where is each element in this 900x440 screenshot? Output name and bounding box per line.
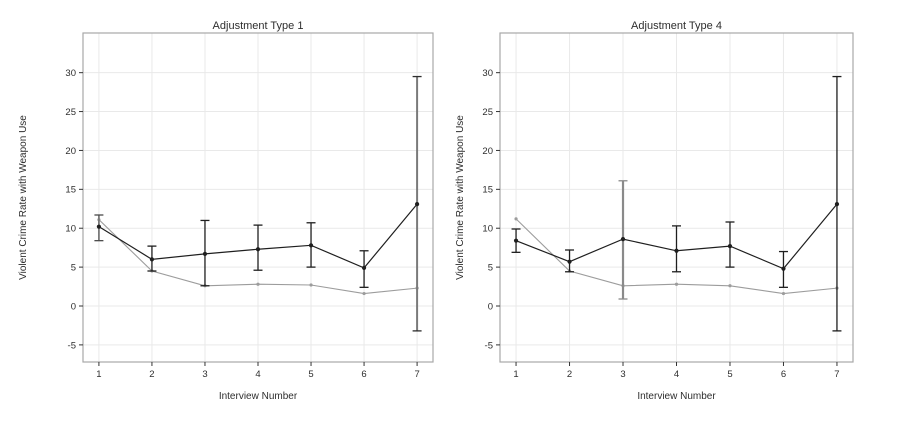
data-point-gray — [728, 284, 732, 288]
data-point-gray — [674, 282, 679, 286]
x-tick-label: 6 — [361, 369, 366, 380]
y-tick-label: 0 — [488, 301, 493, 312]
x-tick-label: 2 — [149, 369, 154, 380]
data-point-black — [149, 257, 155, 262]
data-point-black — [96, 224, 102, 229]
y-tick-label: 25 — [65, 107, 76, 118]
chart-adjustment-type-4: -5 0 5 10 15 20 25 30 1 2 3 4 5 6 7 Adjustment Type 4 In… — [450, 0, 900, 440]
data-point-gray — [362, 291, 366, 296]
chart-adjustment-type-1: -5 0 5 10 15 20 25 30 1 2 3 4 5 6 7 Adjustment Type 1 In… — [18, 20, 434, 402]
x-tick-label: 1 — [513, 369, 518, 380]
x-tick-label: 1 — [96, 369, 101, 380]
y-tick-label: 30 — [65, 68, 76, 79]
y-tick-label: 5 — [488, 263, 493, 274]
y-tick-label: 10 — [482, 224, 493, 235]
data-point-black — [567, 259, 572, 264]
y-tick-label: 0 — [71, 301, 76, 312]
data-point-black — [674, 248, 679, 253]
data-point-gray — [256, 282, 260, 286]
y-tick-label: 20 — [65, 146, 76, 157]
y-axis-label: Violent Crime Rate with Weapon Use — [455, 115, 466, 280]
data-point-black — [727, 244, 733, 249]
y-tick-label: 5 — [71, 263, 76, 274]
data-point-black — [834, 202, 840, 207]
x-tick-label: 5 — [308, 369, 313, 380]
x-tick-label: 7 — [414, 369, 419, 380]
data-point-black — [620, 237, 626, 242]
data-point-black — [308, 243, 314, 248]
y-tick-label: 30 — [482, 68, 493, 79]
y-tick-label: -5 — [68, 340, 76, 351]
x-axis-label: Interview Number — [637, 391, 716, 402]
y-tick-label: 10 — [65, 224, 76, 235]
x-tick-label: 3 — [202, 369, 207, 380]
data-point-black — [781, 266, 786, 271]
x-tick-label: 4 — [255, 369, 260, 380]
chart-canvas-1: -5 0 5 10 15 20 25 30 1 2 3 4 5 6 7 Adjustment Type 1 In… — [18, 20, 434, 402]
y-axis-label: Violent Crime Rate with Weapon Use — [18, 115, 29, 280]
x-axis-label: Interview Number — [219, 391, 298, 402]
data-point-black — [361, 265, 367, 270]
y-tick-label: 20 — [482, 146, 493, 157]
chart-title: Adjustment Type 4 — [631, 20, 722, 32]
x-tick-label: 2 — [567, 369, 572, 380]
data-point-black — [414, 202, 420, 207]
y-tick-label: 15 — [482, 185, 493, 196]
x-tick-label: 4 — [674, 369, 679, 380]
x-tick-label: 6 — [781, 369, 786, 380]
data-point-gray — [514, 217, 518, 221]
data-point-black — [255, 247, 261, 252]
data-point-gray — [781, 291, 786, 296]
x-tick-label: 7 — [834, 369, 839, 380]
x-tick-label: 5 — [727, 369, 732, 380]
y-tick-label: -5 — [485, 340, 493, 351]
y-tick-label: 15 — [65, 185, 76, 196]
chart-canvas-2: -5 0 5 10 15 20 25 30 1 2 3 4 5 6 7 Adjustment Type 4 In… — [455, 20, 854, 402]
data-point-black — [202, 251, 208, 256]
x-tick-label: 3 — [620, 369, 625, 380]
data-point-black — [513, 238, 519, 243]
data-point-gray — [309, 283, 313, 287]
y-tick-label: 25 — [482, 107, 493, 118]
chart-title: Adjustment Type 1 — [213, 20, 304, 32]
